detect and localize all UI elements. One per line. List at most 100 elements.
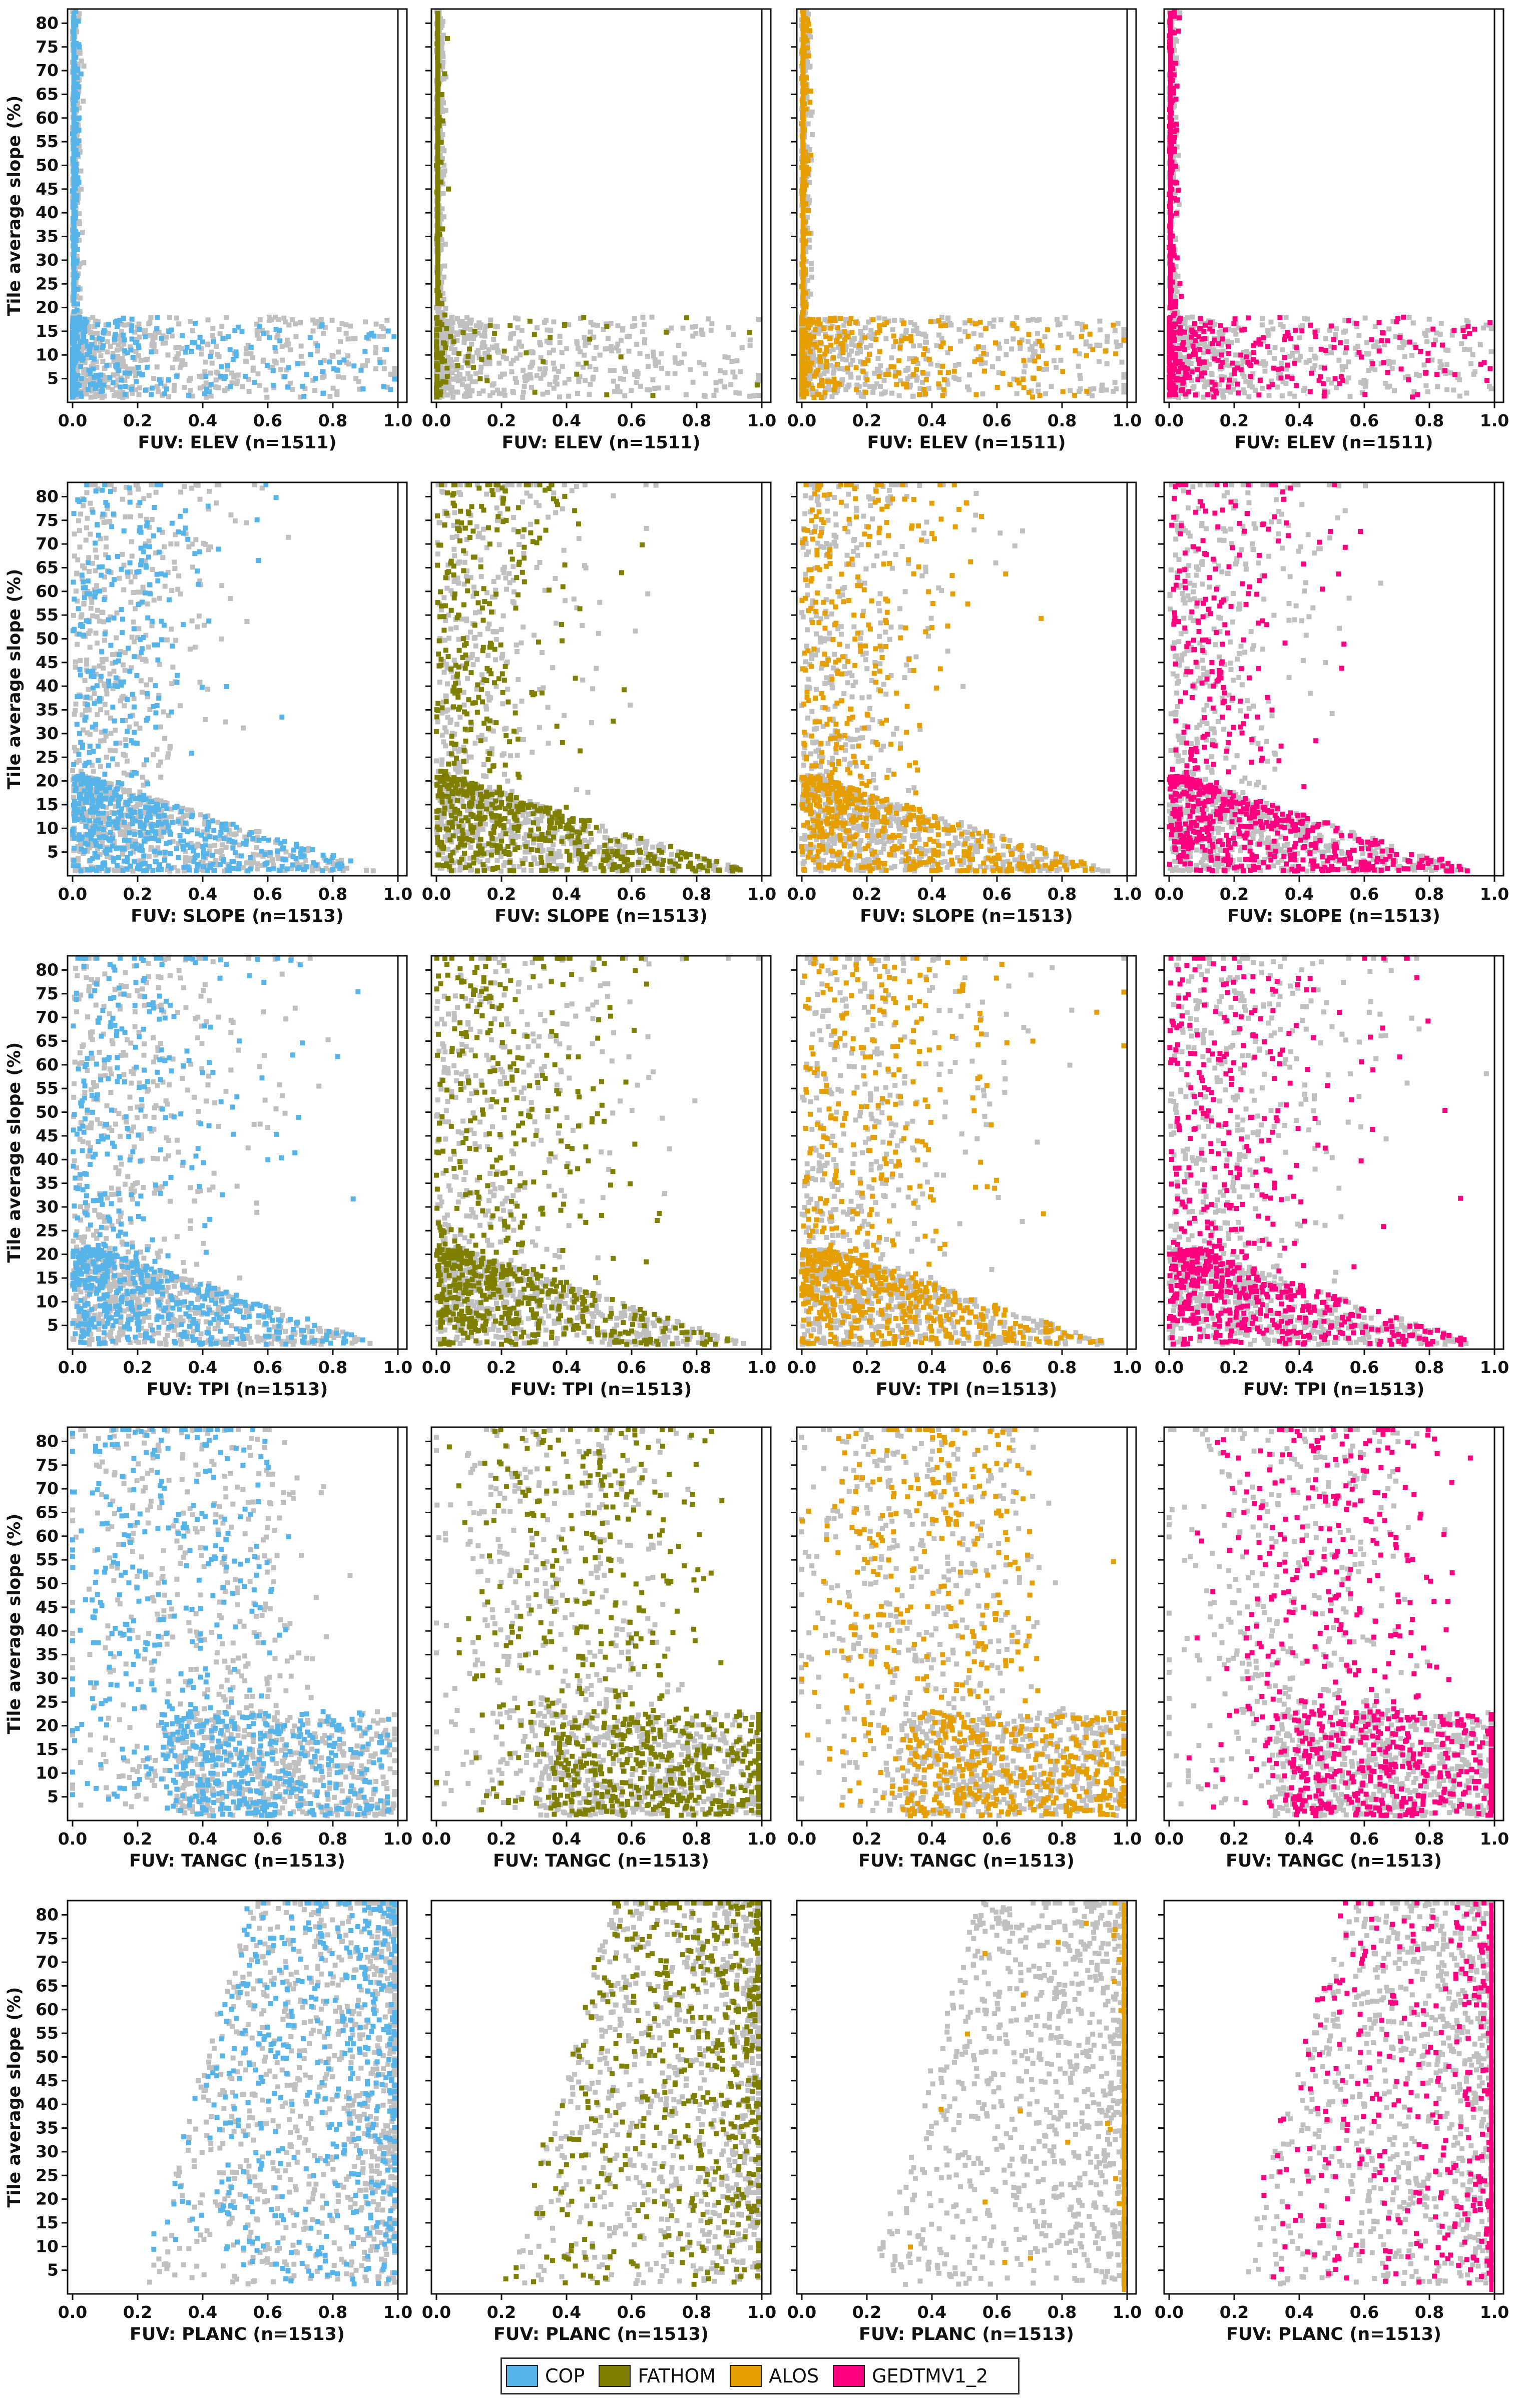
data-point [362,349,368,354]
data-point [1256,392,1262,398]
background-point [718,378,723,384]
data-point [97,335,102,341]
data-point [981,368,987,374]
background-point [1265,333,1271,338]
data-point [460,330,466,335]
background-point [235,378,240,384]
background-point [656,385,661,391]
background-point [871,384,877,390]
data-point [110,354,116,360]
background-point [935,363,940,368]
x-tick-label: 0.2 [852,411,881,430]
data-point [364,335,370,340]
data-point [75,247,80,252]
data-point [434,321,440,327]
data-point [1084,388,1090,394]
data-point [264,363,270,368]
data-point [1079,334,1085,339]
data-point [800,310,805,315]
background-point [676,361,682,366]
background-point [945,350,950,356]
background-point [88,385,94,390]
data-point [78,339,84,345]
data-point [228,384,233,389]
background-point [637,351,643,356]
data-point [873,337,879,342]
background-point [160,340,166,346]
data-point [107,375,113,380]
background-point [1406,315,1412,320]
data-point [1331,337,1336,342]
background-point [136,321,142,327]
data-point [129,336,135,342]
data-point [320,369,325,374]
data-point [301,393,307,399]
data-point [464,360,470,366]
y-tick-label: 75 [36,37,59,57]
background-point [665,385,670,391]
data-point [1227,377,1232,383]
background-point [85,379,91,384]
background-point [216,354,222,359]
data-point [892,373,898,379]
background-point [93,337,99,342]
background-point [1121,332,1127,337]
background-point [210,326,216,331]
data-point [1309,370,1314,376]
background-point [858,349,863,355]
background-point [511,358,516,363]
background-point [199,374,205,380]
background-point [298,394,303,400]
background-point [321,331,326,336]
data-point [994,385,1000,390]
data-point [307,335,313,340]
background-point [1035,331,1040,336]
background-point [1438,362,1444,368]
background-point [1034,318,1040,323]
data-point [1331,344,1337,350]
background-point [978,332,984,338]
background-point [659,366,664,371]
data-point [94,382,100,388]
background-point [264,330,270,336]
background-point [106,330,112,336]
background-point [439,173,444,178]
background-point [441,163,447,168]
background-point [479,333,484,338]
data-point [442,312,448,318]
data-point [921,352,926,357]
background-point [439,50,444,55]
background-point [1272,344,1278,350]
background-point [105,349,110,355]
background-point [1488,349,1494,354]
data-point [129,323,135,329]
background-point [1487,384,1492,389]
data-point [1397,335,1403,340]
data-point [562,323,567,328]
background-point [998,317,1003,323]
background-point [1219,332,1225,337]
data-point [1031,376,1037,381]
background-point [437,335,443,340]
y-tick-label: 35 [36,227,59,246]
background-point [1280,393,1285,399]
data-point [74,167,79,172]
data-point [1039,343,1045,349]
background-point [273,360,279,366]
background-point [722,354,728,360]
x-tick-label: 0.4 [917,411,946,430]
data-point [72,320,78,325]
background-point [1097,318,1103,324]
data-point [1197,347,1203,352]
data-point [860,369,866,374]
background-point [736,390,742,396]
background-point [680,325,686,331]
background-point [467,320,472,325]
x-tick-label: 0.8 [318,411,347,430]
background-point [1091,386,1097,392]
data-point [524,350,529,356]
background-point [611,378,616,384]
data-point [1439,342,1445,348]
data-point [74,307,80,313]
